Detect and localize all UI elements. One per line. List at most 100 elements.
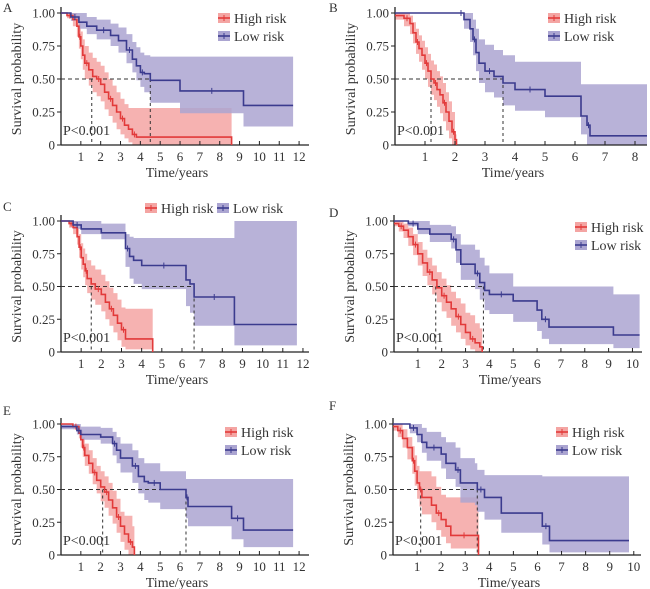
x-tick-label: 2 [438, 356, 445, 371]
x-tick-label: 7 [558, 559, 565, 574]
y-tick-label: 0.50 [32, 482, 55, 497]
panel-e: 00.250.500.751.001 2 3 4 5 6 7 8 9 10 11 12Time/yea… [3, 403, 309, 589]
y-tick-label: 0.50 [32, 72, 55, 87]
x-tick-label: 2 [452, 149, 459, 164]
low-risk-survival-curve [394, 220, 640, 336]
panel-b: 0 0.25 0.50 0.75 1.00 1 2 3 4 5 6 7 8 Time/years Survi… [329, 0, 647, 181]
x-tick-label: 8 [219, 356, 226, 371]
x-tick-label: 2 [438, 559, 445, 574]
y-tick-label: 1.00 [366, 6, 389, 21]
panel-label: E [3, 403, 11, 418]
legend-label: High risk [161, 202, 214, 217]
p-value-annotation: P<0.001 [63, 124, 110, 139]
x-tick-label: 9 [239, 356, 246, 371]
panel-d: 0 0.25 0.50 0.75 1.00 1 2 3 4 5 6 7 8 9 10 Time/years Su… [329, 205, 644, 388]
x-tick-label: 9 [236, 149, 243, 164]
y-tick-label: 0.50 [32, 279, 55, 294]
y-tick-label: 0.25 [365, 312, 388, 327]
y-axis-title: Survival probability [10, 433, 25, 545]
x-tick-label: 10 [626, 356, 639, 371]
x-tick-label: 1 [422, 149, 429, 164]
low-risk-ci-band [394, 221, 640, 349]
x-tick-label: 10 [627, 559, 640, 574]
x-tick-label: 2 [97, 149, 104, 164]
x-tick-label: 4 [486, 356, 493, 371]
p-value-annotation: P<0.001 [63, 331, 110, 346]
low-risk-ci-band [61, 221, 297, 346]
y-tick-label: 0.25 [32, 515, 55, 530]
x-tick-label: 9 [606, 559, 613, 574]
x-tick-label: 7 [199, 356, 206, 371]
x-tick-label: 3 [117, 559, 124, 574]
y-tick-label: 1.00 [32, 417, 55, 432]
x-tick-label: 4 [486, 559, 493, 574]
x-tick-label: 10 [253, 149, 266, 164]
x-tick-label: 8 [632, 149, 639, 164]
x-axis-title: Time/years [146, 576, 208, 589]
legend-label: High risk [591, 221, 644, 236]
high-risk-survival-curve [61, 12, 233, 145]
legend: High risk Low risk [556, 426, 625, 459]
x-tick-label: 11 [273, 559, 286, 574]
x-tick-label: 3 [462, 356, 469, 371]
y-tick-label: 0.25 [366, 105, 389, 120]
y-tick-label: 0.75 [32, 246, 55, 261]
x-tick-label: 10 [256, 356, 269, 371]
x-tick-label: 3 [482, 149, 489, 164]
x-tick-label: 5 [157, 559, 164, 574]
high-risk-survival-curve [61, 423, 136, 555]
x-tick-label: 5 [510, 559, 517, 574]
y-tick-label: 0.75 [365, 246, 388, 261]
y-axis-title: Survival probability [344, 23, 359, 135]
x-tick-label: 7 [197, 149, 204, 164]
legend-label: Low risk [233, 202, 283, 217]
x-tick-label: 5 [542, 149, 549, 164]
x-tick-label: 7 [558, 356, 565, 371]
legend-label: Low risk [234, 30, 284, 45]
y-tick-label: 0.50 [365, 279, 388, 294]
x-tick-label: 4 [137, 149, 144, 164]
low-risk-ci-band [61, 424, 294, 548]
low-risk-ci-band [393, 424, 629, 553]
x-tick-label: 2 [97, 559, 104, 574]
x-tick-label: 9 [236, 559, 243, 574]
y-tick-label: 0.25 [32, 312, 55, 327]
x-tick-label: 6 [177, 559, 184, 574]
y-tick-label: 0 [381, 548, 388, 563]
x-axis-title: Time/years [146, 373, 208, 388]
y-tick-label: 1.00 [32, 214, 55, 229]
panel-a: 00.250.500.751.001 2 3 4 5 6 7 8 9 10 11 12Time/yea… [3, 0, 309, 181]
legend-label: High risk [234, 12, 287, 27]
y-axis-title: Survival probability [10, 23, 25, 135]
x-tick-label: 3 [117, 149, 124, 164]
x-axis-title: Time/years [479, 373, 541, 388]
legend: High risk Low risk [575, 221, 644, 254]
y-tick-label: 0 [382, 345, 389, 360]
y-tick-label: 0.75 [366, 39, 389, 54]
y-tick-label: 1.00 [32, 6, 55, 21]
panel-c: 00.250.500.751.001 2 3 4 5 6 7 8 9 10 11 12Time/yea… [3, 199, 309, 388]
legend: High risk Low risk [548, 12, 617, 45]
y-axis-title: Survival probability [342, 433, 357, 545]
legend: High risk Low risk [225, 426, 294, 459]
x-tick-label: 6 [179, 356, 186, 371]
x-axis-title: Time/years [482, 166, 544, 181]
y-tick-label: 0.50 [364, 482, 387, 497]
legend-label: High risk [572, 426, 625, 441]
y-tick-label: 1.00 [364, 417, 387, 432]
x-tick-label: 11 [277, 356, 290, 371]
x-tick-label: 9 [605, 356, 612, 371]
y-tick-label: 0.75 [32, 39, 55, 54]
p-value-annotation: P<0.001 [63, 534, 110, 549]
x-tick-label: 1 [78, 559, 85, 574]
high-risk-survival-curve [395, 14, 458, 145]
low-risk-survival-curve [393, 423, 629, 542]
panel-label: D [329, 205, 338, 220]
panel-label: C [3, 199, 12, 214]
x-tick-label: 12 [296, 356, 309, 371]
legend: High risk Low risk [145, 202, 283, 217]
x-tick-label: 12 [293, 559, 306, 574]
panel-label: F [329, 398, 336, 413]
x-tick-label: 5 [157, 149, 164, 164]
